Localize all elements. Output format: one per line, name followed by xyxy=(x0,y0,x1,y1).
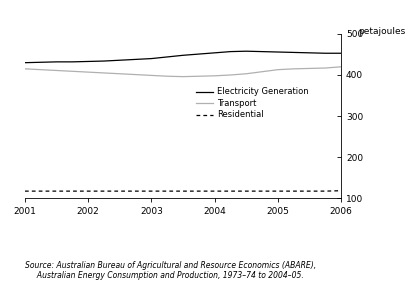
Transport xyxy=(117,72,122,76)
Electricity Generation xyxy=(149,57,154,60)
Transport xyxy=(196,74,201,78)
Electricity Generation xyxy=(196,52,201,56)
Electricity Generation xyxy=(102,59,106,63)
Transport xyxy=(339,65,344,68)
Residential xyxy=(244,189,249,193)
Transport xyxy=(260,70,265,73)
Electricity Generation xyxy=(307,51,312,55)
Transport xyxy=(149,74,154,77)
Transport xyxy=(22,67,27,70)
Transport xyxy=(323,66,328,70)
Electricity Generation xyxy=(212,51,217,55)
Residential xyxy=(102,189,106,193)
Transport xyxy=(102,71,106,75)
Transport xyxy=(133,73,138,76)
Y-axis label: petajoules: petajoules xyxy=(359,27,406,37)
Electricity Generation xyxy=(260,50,265,53)
Line: Electricity Generation: Electricity Generation xyxy=(25,51,341,63)
Transport xyxy=(86,70,91,74)
Transport xyxy=(181,75,186,78)
Transport xyxy=(212,74,217,78)
Electricity Generation xyxy=(38,61,43,64)
Electricity Generation xyxy=(244,50,249,53)
Residential xyxy=(70,189,75,193)
Residential xyxy=(323,189,328,193)
Residential xyxy=(22,189,27,193)
Residential xyxy=(228,189,233,193)
Electricity Generation xyxy=(275,50,280,54)
Electricity Generation xyxy=(165,55,170,59)
Transport xyxy=(38,68,43,71)
Residential xyxy=(212,189,217,193)
Residential xyxy=(181,189,186,193)
Residential xyxy=(38,189,43,193)
Transport xyxy=(275,68,280,71)
Legend: Electricity Generation, Transport, Residential: Electricity Generation, Transport, Resid… xyxy=(193,84,312,123)
Residential xyxy=(117,189,122,193)
Electricity Generation xyxy=(181,53,186,57)
Residential xyxy=(339,189,344,192)
Electricity Generation xyxy=(70,60,75,64)
Residential xyxy=(307,189,312,193)
Residential xyxy=(149,189,154,193)
Text: Source: Australian Bureau of Agricultural and Resource Economics (ABARE),
     A: Source: Australian Bureau of Agricultura… xyxy=(25,261,316,280)
Transport xyxy=(244,72,249,76)
Residential xyxy=(275,189,280,193)
Electricity Generation xyxy=(22,61,27,64)
Electricity Generation xyxy=(86,60,91,63)
Electricity Generation xyxy=(228,50,233,53)
Transport xyxy=(307,67,312,70)
Residential xyxy=(291,189,296,193)
Transport xyxy=(165,74,170,78)
Residential xyxy=(165,189,170,193)
Residential xyxy=(196,189,201,193)
Line: Transport: Transport xyxy=(25,67,341,77)
Transport xyxy=(228,73,233,77)
Residential xyxy=(133,189,138,193)
Electricity Generation xyxy=(339,52,344,55)
Transport xyxy=(54,69,59,72)
Residential xyxy=(86,189,91,193)
Residential xyxy=(54,189,59,193)
Transport xyxy=(70,70,75,73)
Residential xyxy=(260,189,265,193)
Electricity Generation xyxy=(291,51,296,54)
Electricity Generation xyxy=(117,59,122,62)
Electricity Generation xyxy=(54,60,59,64)
Electricity Generation xyxy=(323,52,328,55)
Electricity Generation xyxy=(133,58,138,61)
Transport xyxy=(291,67,296,70)
